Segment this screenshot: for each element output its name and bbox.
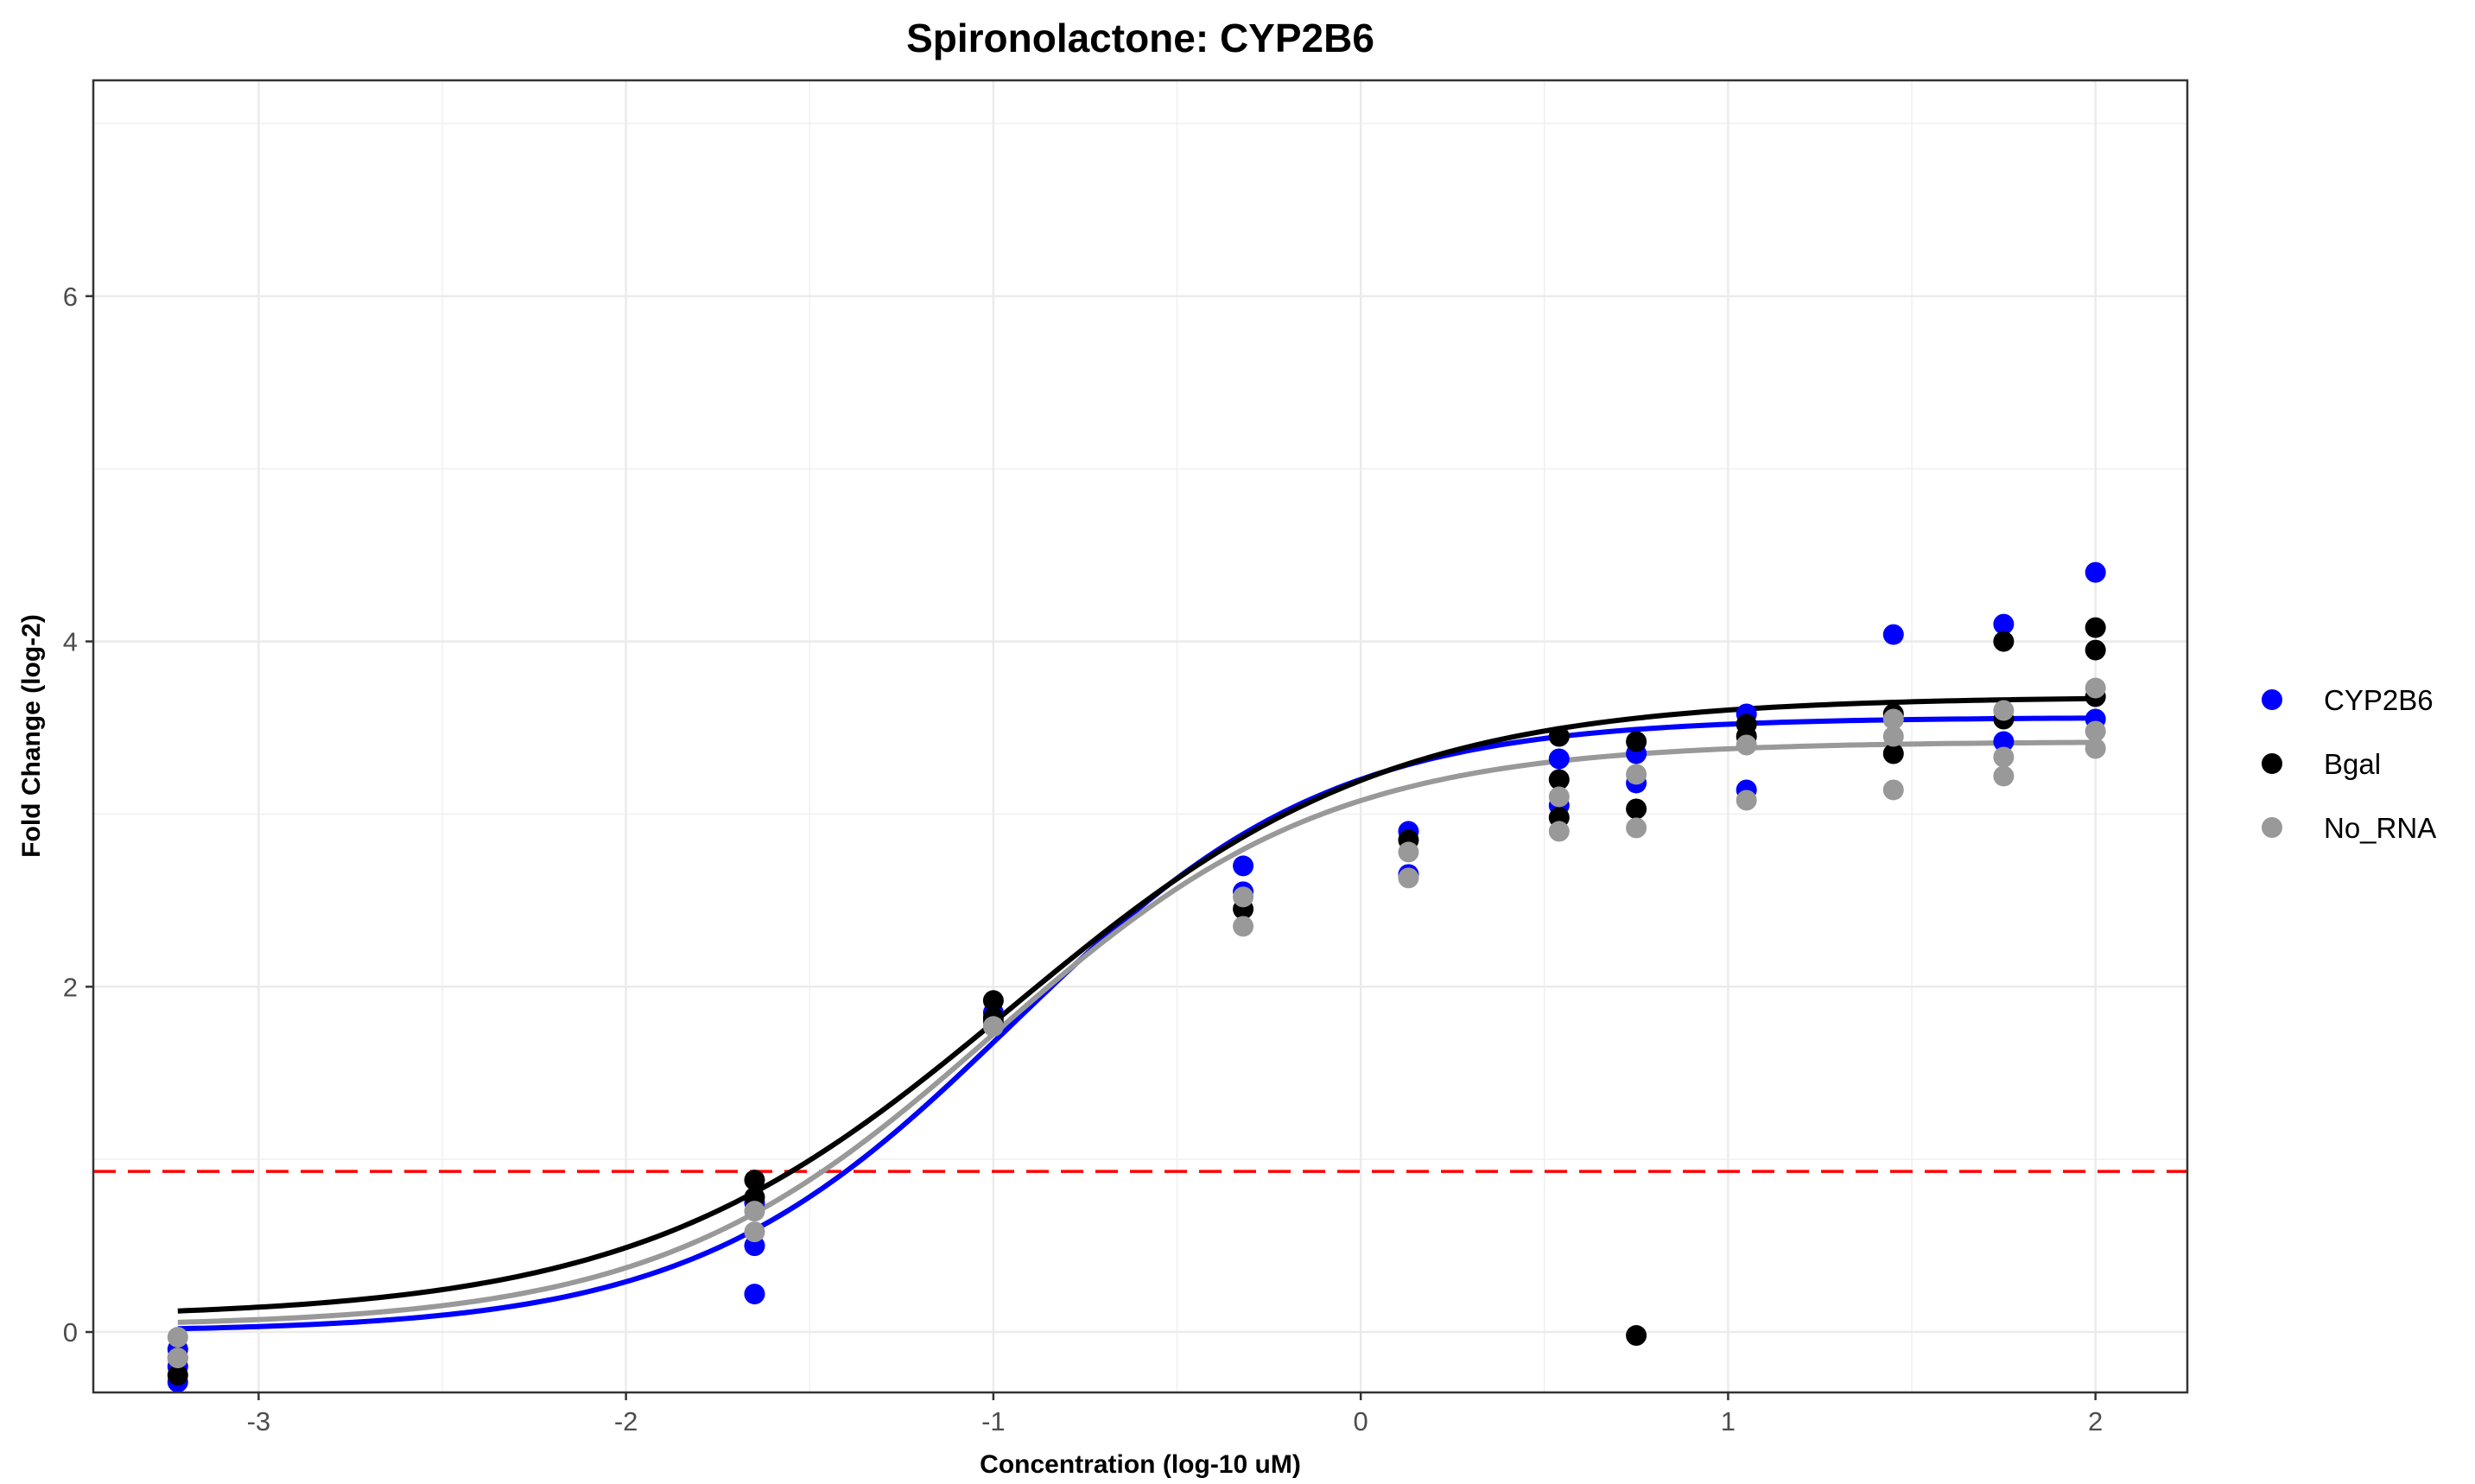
data-point-no_rna [1993, 746, 2015, 768]
data-point-no_rna [2085, 738, 2106, 759]
data-point-cyp2b6 [1993, 613, 2015, 635]
plot-panel-border [92, 79, 2189, 1394]
data-point-no_rna [1398, 867, 1419, 889]
data-point-no_rna [1993, 700, 2015, 721]
data-point-bgal [1548, 769, 1570, 790]
data-point-bgal [1626, 731, 1647, 752]
fit-curve-bgal [177, 695, 2096, 1314]
x-tick-label: -1 [981, 1406, 1006, 1436]
data-point-no_rna [1233, 886, 1254, 908]
data-point-bgal [167, 1365, 188, 1386]
fit-curve-no_rna [177, 739, 2096, 1325]
y-axis-title: Fold Change (log-2) [17, 614, 46, 858]
data-point-bgal [1993, 631, 2015, 652]
x-tick-label: -2 [614, 1406, 638, 1436]
data-point-no_rna [1882, 708, 1904, 730]
data-point-bgal [1626, 798, 1647, 820]
legend: CYP2B6 Bgal No_RNA [2262, 684, 2436, 844]
data-point-cyp2b6 [1882, 624, 1904, 645]
data-point-cyp2b6 [1993, 731, 2015, 752]
data-point-no_rna [1626, 764, 1647, 785]
data-points [167, 561, 2106, 1393]
legend-key-bgal [2262, 753, 2282, 774]
x-axis-title: Concentration (log-10 uM) [980, 1450, 1301, 1479]
data-point-no_rna [167, 1327, 188, 1348]
data-point-bgal [2085, 639, 2106, 661]
fit-curves [177, 695, 2096, 1332]
data-point-cyp2b6 [1548, 748, 1570, 770]
data-point-no_rna [1882, 726, 1904, 747]
data-point-no_rna [1626, 817, 1647, 839]
chart-title: Spironolactone: CYP2B6 [906, 16, 1374, 60]
data-point-bgal [1626, 1325, 1647, 1347]
grid [93, 80, 2187, 1392]
legend-key-no_rna [2262, 817, 2282, 838]
data-point-no_rna [2085, 720, 2106, 742]
y-tick-label: 0 [63, 1317, 78, 1348]
data-point-no_rna [1993, 765, 2015, 787]
data-point-no_rna [167, 1348, 188, 1369]
x-tick-label: 0 [1354, 1406, 1368, 1436]
data-point-no_rna [1398, 841, 1419, 863]
data-point-cyp2b6 [2085, 561, 2106, 583]
fit-curve-cyp2b6 [177, 715, 2096, 1332]
x-tick-label: 1 [1721, 1406, 1736, 1436]
data-point-bgal [1882, 743, 1904, 764]
data-point-no_rna [744, 1221, 765, 1243]
data-point-bgal [2085, 617, 2106, 638]
data-point-no_rna [2085, 677, 2106, 699]
data-point-no_rna [1882, 779, 1904, 801]
data-point-cyp2b6 [744, 1284, 765, 1305]
data-point-cyp2b6 [1233, 855, 1254, 877]
legend-label: CYP2B6 [2324, 684, 2434, 716]
x-tick-label: -3 [247, 1406, 271, 1436]
data-point-bgal [744, 1170, 765, 1191]
data-point-no_rna [1233, 916, 1254, 937]
axis-ticks: -3 -2 -1 0 1 2 0 2 4 6 [63, 282, 2104, 1436]
legend-label: Bgal [2324, 748, 2381, 780]
legend-label: No_RNA [2324, 812, 2436, 844]
data-point-bgal [982, 990, 1004, 1012]
data-point-no_rna [1736, 790, 1757, 811]
x-tick-label: 2 [2088, 1406, 2103, 1436]
data-point-no_rna [1548, 786, 1570, 808]
y-tick-label: 2 [63, 972, 78, 1002]
data-point-bgal [1548, 726, 1570, 747]
data-point-no_rna [982, 1016, 1004, 1037]
y-tick-label: 4 [63, 627, 78, 657]
legend-key-cyp2b6 [2262, 689, 2282, 710]
data-point-no_rna [1736, 734, 1757, 756]
y-tick-label: 6 [63, 282, 78, 312]
data-point-no_rna [744, 1201, 765, 1222]
data-point-no_rna [1548, 821, 1570, 842]
